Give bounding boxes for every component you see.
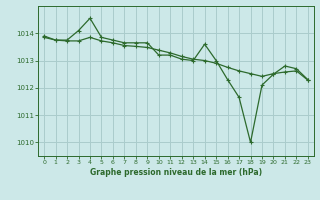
X-axis label: Graphe pression niveau de la mer (hPa): Graphe pression niveau de la mer (hPa) bbox=[90, 168, 262, 177]
